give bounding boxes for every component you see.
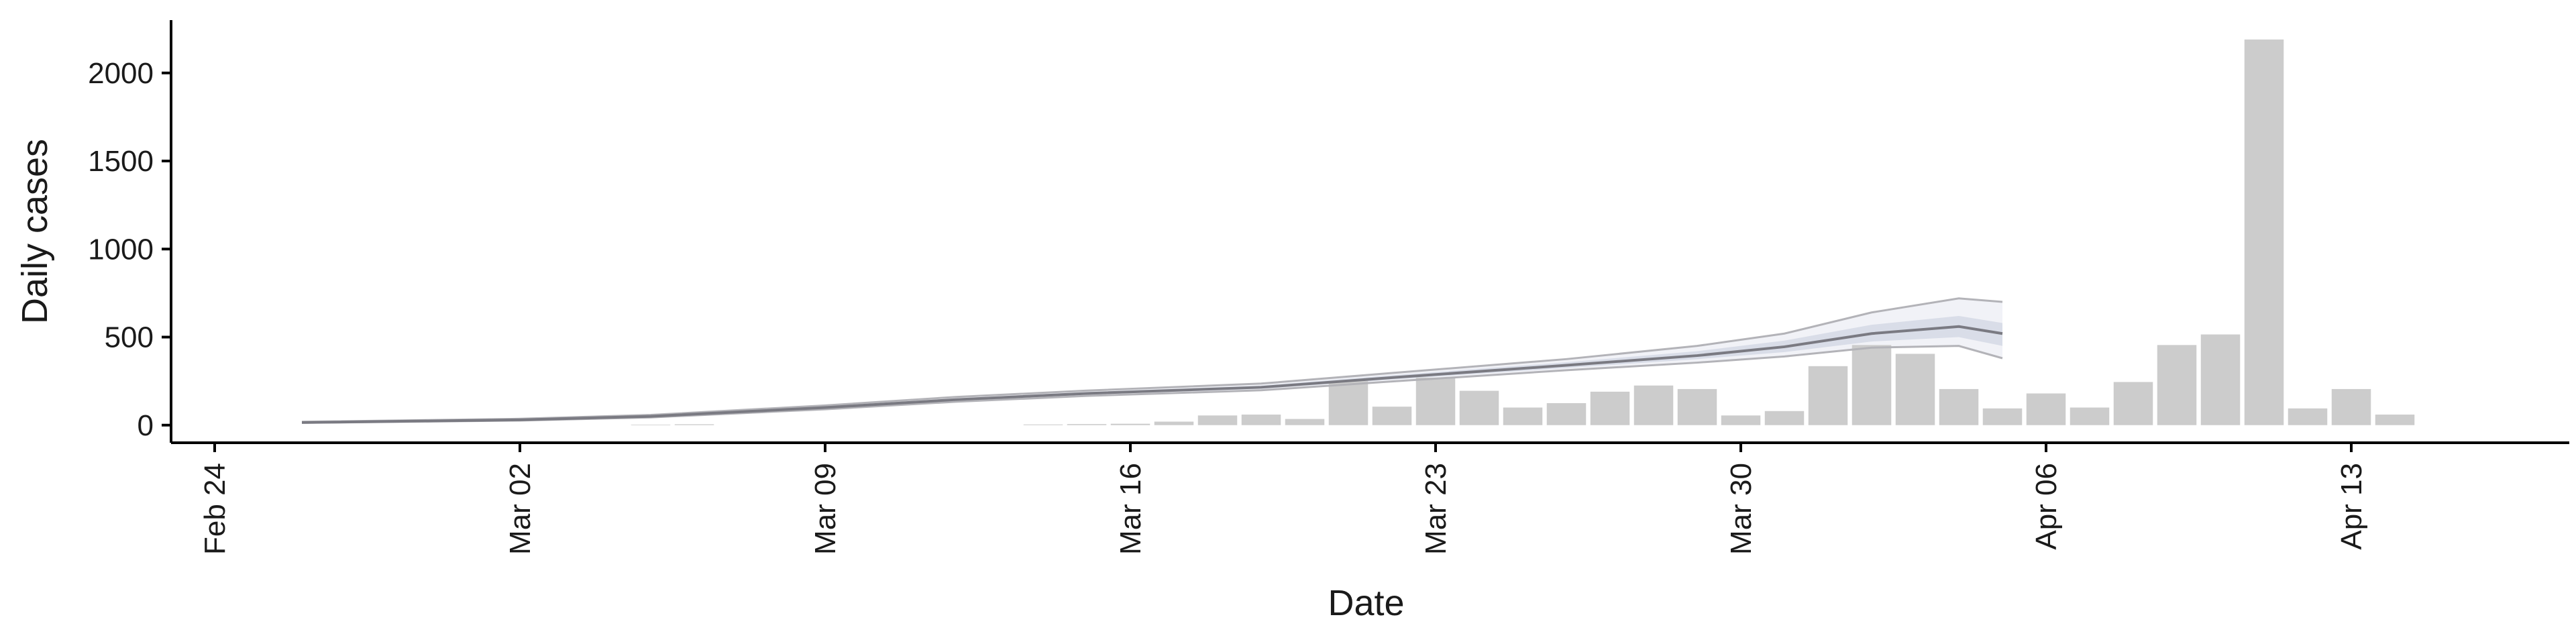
bar (1197, 415, 1238, 425)
axes: 0 500 1000 1500 2000 Feb 24 Mar 02 Mar 09 Mar 16… (88, 20, 2569, 555)
bar (1764, 411, 1805, 425)
bar (2288, 408, 2328, 425)
bar (1590, 391, 1630, 425)
x-axis-title: Date (1328, 583, 1404, 623)
bar (1154, 421, 1194, 425)
y-tick-label: 1500 (88, 145, 154, 178)
x-tick-label: Feb 24 (199, 463, 231, 555)
bar (1067, 424, 1107, 425)
estimate-lines (301, 297, 2003, 424)
bar (1677, 388, 1717, 425)
bar (1633, 385, 1674, 425)
x-tick-label: Apr 06 (2030, 463, 2063, 550)
estimate-bands (302, 298, 2002, 423)
bar (1110, 423, 1150, 425)
bar (1721, 415, 1761, 425)
inner-estimate-band (302, 316, 2002, 423)
bar (1459, 390, 1499, 425)
y-tick-label: 1000 (88, 233, 154, 266)
bar (1546, 402, 1587, 425)
bar (2157, 345, 2197, 425)
bar (2026, 393, 2066, 425)
bar (1241, 415, 1281, 425)
bar (1808, 366, 1848, 425)
bar (1503, 407, 1543, 425)
bar (2244, 39, 2284, 425)
bar (2070, 407, 2110, 425)
x-tick-label: Apr 13 (2335, 463, 2368, 550)
bar (1895, 354, 1935, 425)
x-tick-label: Mar 02 (504, 463, 537, 555)
bar (1939, 388, 1979, 425)
y-axis-title: Daily cases (15, 139, 55, 324)
bar (1285, 419, 1325, 425)
x-tick-label: Mar 16 (1114, 463, 1147, 555)
bar (1851, 345, 1892, 425)
x-tick-label: Mar 09 (809, 463, 842, 555)
bar (1982, 408, 2023, 425)
x-tick-label: Mar 23 (1419, 463, 1452, 555)
bar (2331, 388, 2371, 425)
x-tick-label: Mar 30 (1725, 463, 1758, 555)
outer-estimate-band (302, 298, 2002, 423)
y-tick-label: 500 (105, 321, 154, 354)
bar-series (631, 39, 2415, 425)
bar (1415, 377, 1456, 425)
bar (1372, 407, 1412, 425)
bar (1328, 381, 1368, 425)
bar (2113, 382, 2153, 425)
bar (674, 424, 714, 425)
y-tick-label: 0 (138, 409, 154, 442)
bar (2375, 415, 2415, 425)
upper-bound-line (301, 297, 2003, 423)
y-tick-label: 2000 (88, 57, 154, 90)
bar (2200, 334, 2241, 425)
median-line (301, 325, 2003, 424)
